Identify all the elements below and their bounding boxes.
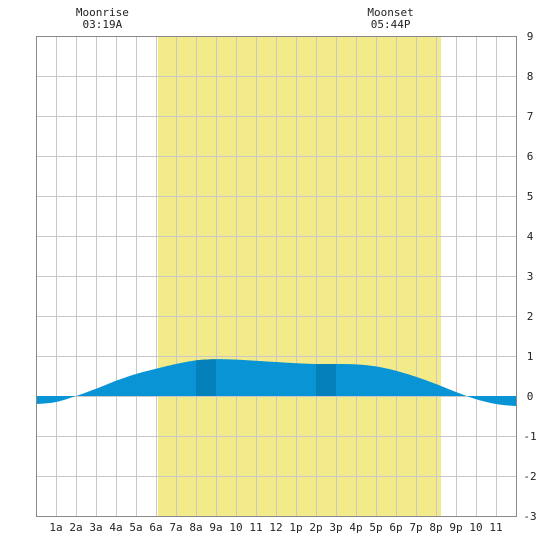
x-tick-label: 5p [369,521,382,534]
y-tick-label: 1 [527,350,534,363]
x-tick-label: 3p [329,521,342,534]
moon-labels: Moonrise 03:19A Moonset 05:44P [76,6,414,31]
y-tick-label: 0 [527,390,534,403]
grid-layer [36,36,516,517]
y-tick-label: 9 [527,30,534,43]
x-tick-labels: 1a 2a 3a 4a 5a 6a 7a 8a 9a 10 11 12 1p 2p 3p 4p 5p 6p 7p 8p… [49,521,502,534]
y-tick-label: -3 [523,510,536,523]
x-tick-label: 8a [189,521,202,534]
y-tick-label: -2 [523,470,536,483]
tide-area-layer [36,359,516,406]
x-tick-label: 5a [129,521,142,534]
x-tick-label: 7a [169,521,182,534]
y-tick-label: 6 [527,150,534,163]
x-tick-label: 12 [269,521,282,534]
tide-area [36,359,516,406]
x-tick-label: 9a [209,521,222,534]
x-tick-label: 4a [109,521,122,534]
x-tick-label: 11 [489,521,502,534]
x-tick-label: 2a [69,521,82,534]
x-tick-label: 10 [469,521,482,534]
x-tick-label: 7p [409,521,422,534]
moonrise-label: Moonrise [76,6,129,19]
y-tick-label: 3 [527,270,534,283]
tide-area-dark-band [316,363,336,396]
y-tick-label: 2 [527,310,534,323]
plot-border [36,36,517,517]
x-tick-label: 4p [349,521,362,534]
moonset-label: Moonset [367,6,413,19]
x-tick-label: 10 [229,521,242,534]
moonrise-time: 03:19A [83,18,123,31]
x-tick-label: 8p [429,521,442,534]
x-tick-label: 11 [249,521,262,534]
x-tick-label: 2p [309,521,322,534]
y-tick-labels: -3 -2 -1 0 1 2 3 4 5 6 7 8 9 [523,30,536,523]
x-tick-label: 1p [289,521,302,534]
moonset-time: 05:44P [371,18,411,31]
x-tick-label: 6a [149,521,162,534]
y-tick-label: 5 [527,190,534,203]
x-tick-label: 1a [49,521,62,534]
y-tick-label: 4 [527,230,534,243]
x-tick-label: 3a [89,521,102,534]
x-tick-label: 9p [449,521,462,534]
x-tick-label: 6p [389,521,402,534]
y-tick-label: 7 [527,110,534,123]
y-tick-label: -1 [523,430,536,443]
tide-area-dark-band [196,359,216,396]
y-tick-label: 8 [527,70,534,83]
plot-frame [36,36,517,517]
